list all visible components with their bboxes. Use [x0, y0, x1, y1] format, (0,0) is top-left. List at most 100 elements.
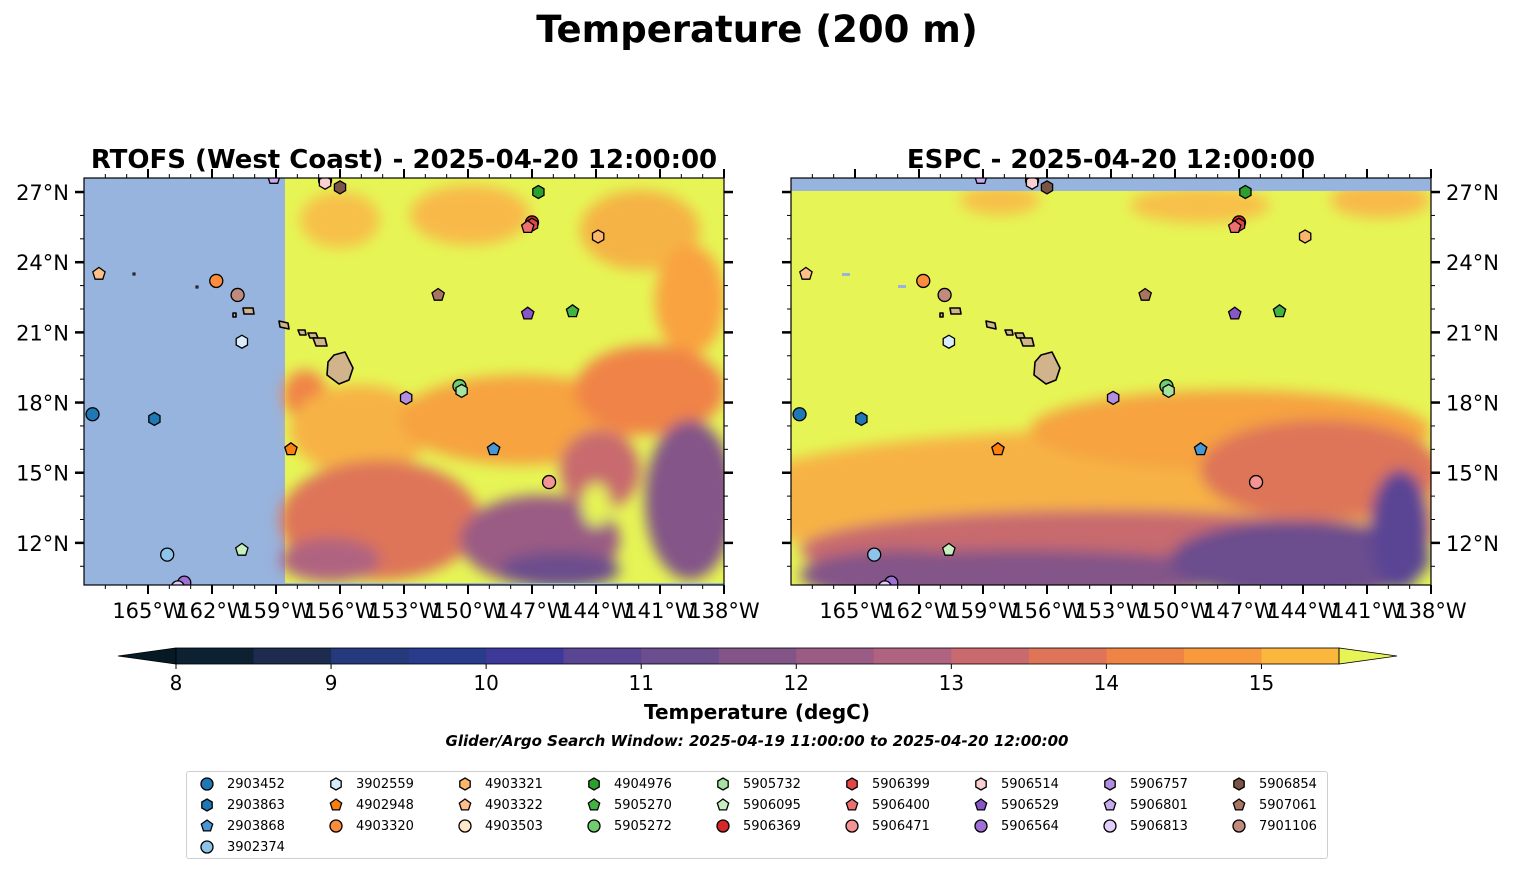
map-panel-rtofs: RTOFS (West Coast) - 2025-04-20 12:00:00 — [16, 145, 760, 623]
float-marker-4903321 — [591, 229, 605, 244]
legend-marker — [846, 777, 858, 791]
y-tick-label: 15°N — [16, 462, 69, 486]
float-marker-5906514 — [318, 178, 332, 190]
legend-label: 5906369 — [743, 818, 801, 834]
float-marker-5906095 — [234, 542, 249, 556]
legend-label: 5906400 — [872, 797, 930, 813]
legend-label: 2903868 — [227, 818, 285, 834]
float-marker-3902374 — [867, 547, 882, 562]
legend-entry-5906757: 5906757 — [1102, 775, 1188, 793]
x-tick-label: 159°W — [240, 599, 312, 623]
x-tick-label: 153°W — [368, 599, 440, 623]
legend-marker — [329, 798, 343, 811]
x-tick-label: 150°W — [1139, 599, 1211, 623]
legend-entry-4903503: 4903503 — [457, 817, 543, 835]
x-tick-label: 153°W — [1075, 599, 1147, 623]
legend-marker-icon — [1104, 777, 1116, 791]
colorbar-segment — [873, 648, 952, 664]
colorbar-segment — [253, 648, 332, 664]
legend-entry-5906854: 5906854 — [1231, 775, 1317, 793]
float-marker-5906757 — [1106, 390, 1120, 406]
float-marker-4902948 — [991, 441, 1005, 456]
legend-marker-icon — [1233, 777, 1245, 791]
legend-marker — [1104, 777, 1116, 791]
colorbar-segment — [486, 648, 565, 664]
colorbar-extend-max — [1338, 647, 1398, 665]
legend-entry-4903322: 4903322 — [457, 796, 543, 814]
legend-marker-icon — [458, 798, 472, 811]
float-marker-5906854 — [1040, 180, 1054, 195]
x-tick-label: 141°W — [1331, 599, 1403, 623]
colorbar-segment — [331, 648, 410, 664]
legend-marker-icon — [975, 777, 987, 791]
legend-entry-5905270: 5905270 — [586, 796, 672, 814]
legend-marker — [845, 819, 859, 833]
float-marker-5906801 — [974, 178, 988, 184]
legend-marker-icon — [459, 777, 471, 791]
colorbar-tick-label: 13 — [939, 671, 964, 695]
float-marker-5906514 — [1025, 178, 1039, 190]
legend-marker — [974, 819, 988, 833]
legend-marker-icon — [845, 798, 859, 811]
float-marker-5905270 — [1272, 303, 1287, 318]
float-marker-4902948 — [284, 441, 298, 456]
colorbar-segment — [796, 648, 875, 664]
legend-marker-icon — [1232, 819, 1246, 833]
legend-marker — [330, 777, 342, 791]
colorbar-label: Temperature (degC) — [644, 700, 870, 724]
legend-label: 4902948 — [356, 797, 414, 813]
legend-entry-5906514: 5906514 — [973, 775, 1059, 793]
legend-marker-icon — [717, 777, 729, 791]
float-marker-5906813 — [171, 580, 185, 585]
legend-label: 2903863 — [227, 797, 285, 813]
legend-entry-5906095: 5906095 — [715, 796, 801, 814]
legend-marker-icon — [587, 819, 601, 833]
legend-entry-5906801: 5906801 — [1102, 796, 1188, 814]
legend-marker-icon — [974, 819, 988, 833]
float-marker-4903320 — [209, 273, 224, 289]
legend-marker — [975, 777, 987, 791]
legend-label: 2903452 — [227, 776, 285, 792]
legend-entry-2903868: 2903868 — [199, 817, 285, 835]
y-tick-label: 27°N — [16, 181, 69, 205]
float-marker-4903321 — [1298, 229, 1312, 244]
legend-marker — [200, 819, 214, 832]
x-tick-label: 165°W — [112, 599, 184, 623]
legend-label: 5906529 — [1001, 797, 1059, 813]
colorbar-frame — [175, 647, 1340, 665]
colorbar-segment — [1028, 648, 1107, 664]
legend-marker — [845, 798, 859, 811]
float-marker-4904976 — [1239, 184, 1252, 200]
x-tick-label: 147°W — [1203, 599, 1275, 623]
legend-entry-5906813: 5906813 — [1102, 817, 1188, 835]
colorbar-segment — [1106, 648, 1185, 664]
colorbar-tick-label: 8 — [170, 671, 183, 695]
legend-marker — [200, 777, 214, 791]
temperature-contours — [280, 185, 724, 585]
legend-marker-icon — [329, 819, 343, 833]
legend-label: 5906757 — [1130, 776, 1188, 792]
legend-label: 7901106 — [1259, 818, 1317, 834]
float-marker-4903320 — [916, 273, 931, 289]
legend-marker — [716, 819, 730, 833]
ocean-nodata-strip — [791, 178, 1431, 191]
float-legend: 2903452 2903863 2903868 3902374 3902559 49029… — [186, 771, 1328, 859]
search-window-caption: Glider/Argo Search Window: 2025-04-19 11… — [446, 732, 1069, 750]
legend-entry-4902948: 4902948 — [328, 796, 414, 814]
float-marker-2903452 — [85, 407, 100, 422]
legend-marker-icon — [716, 819, 730, 833]
float-marker-5906529 — [520, 306, 535, 320]
float-marker-2903868 — [486, 441, 501, 456]
float-marker-2903452 — [792, 407, 807, 422]
x-tick-label: 162°W — [176, 599, 248, 623]
legend-marker — [200, 840, 214, 854]
map-panel-espc: ESPC - 2025-04-20 12:00:00 — [782, 145, 1499, 623]
legend-label: 5906564 — [1001, 818, 1059, 834]
legend-entry-5906471: 5906471 — [844, 817, 930, 835]
legend-marker-icon — [587, 798, 601, 811]
legend-marker — [1233, 777, 1245, 791]
legend-entry-5906529: 5906529 — [973, 796, 1059, 814]
y-tick-label: 27°N — [1446, 181, 1499, 205]
x-tick-label: 141°W — [624, 599, 696, 623]
legend-entry-5906399: 5906399 — [844, 775, 930, 793]
